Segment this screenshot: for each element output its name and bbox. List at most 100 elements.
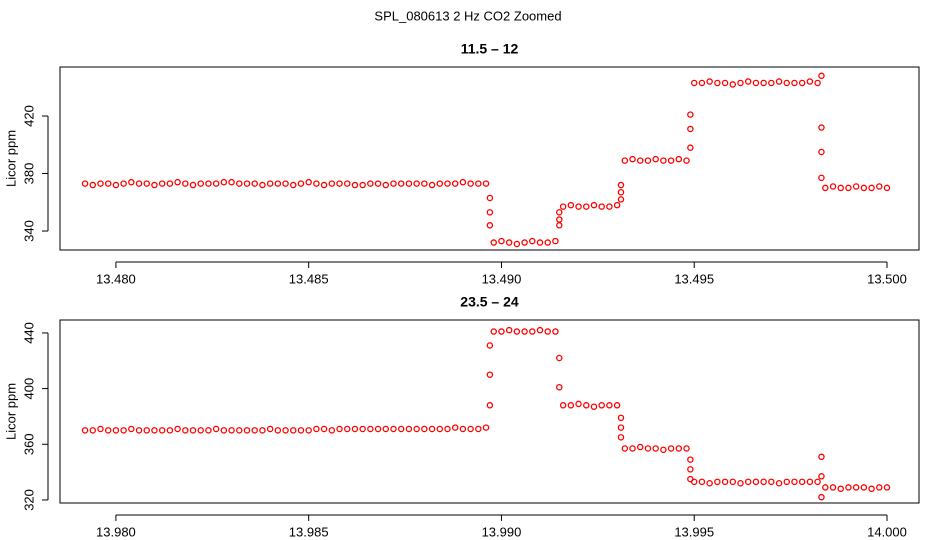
- data-point: [482, 424, 490, 431]
- data-point: [428, 425, 436, 433]
- data-point: [112, 181, 120, 189]
- data-point: [744, 478, 752, 486]
- data-point: [81, 427, 89, 434]
- data-point: [397, 425, 405, 433]
- x-tick-label: 13.485: [289, 271, 329, 286]
- x-tick-label: 13.980: [96, 524, 136, 539]
- plot-frame: [59, 319, 920, 504]
- data-point: [390, 180, 397, 187]
- x-tick-label: 13.495: [674, 271, 714, 286]
- data-point: [189, 427, 197, 434]
- data-point: [698, 79, 706, 87]
- data-point: [629, 445, 636, 452]
- data-point: [486, 371, 494, 378]
- data-point: [617, 181, 625, 189]
- data-point: [556, 354, 563, 362]
- data-point: [475, 425, 482, 433]
- data-point: [752, 79, 760, 87]
- data-point: [166, 180, 174, 187]
- data-point: [729, 478, 737, 486]
- data-point: [282, 180, 289, 187]
- data-point: [783, 478, 791, 486]
- data-point: [259, 181, 266, 189]
- data-point: [290, 427, 297, 434]
- data-point: [818, 72, 825, 80]
- data-point: [606, 203, 613, 210]
- data-point: [205, 180, 212, 187]
- data-point: [486, 402, 494, 409]
- data-point: [467, 180, 474, 187]
- data-point: [683, 445, 690, 452]
- data-point: [297, 427, 305, 434]
- data-point: [721, 79, 729, 87]
- data-point: [205, 427, 212, 434]
- data-point: [687, 456, 694, 463]
- data-point: [675, 155, 683, 163]
- data-point: [559, 203, 567, 210]
- data-point: [212, 425, 220, 433]
- data-point: [282, 427, 289, 434]
- data-point: [552, 237, 559, 245]
- data-point: [883, 184, 891, 192]
- data-point: [636, 443, 644, 451]
- data-point: [617, 188, 625, 196]
- data-point: [798, 478, 806, 486]
- data-point: [617, 414, 625, 422]
- data-point: [687, 466, 694, 473]
- data-point: [617, 196, 625, 203]
- data-point: [806, 78, 814, 85]
- y-tick-label: 320: [21, 489, 36, 511]
- data-point: [290, 181, 297, 189]
- data-point: [737, 479, 744, 487]
- data-point: [343, 180, 351, 187]
- data-point: [112, 427, 120, 434]
- data-point: [228, 427, 235, 434]
- y-tick-label: 360: [21, 433, 36, 455]
- data-point: [814, 478, 821, 486]
- data-point: [413, 425, 420, 433]
- data-point: [529, 328, 536, 335]
- data-point: [667, 157, 675, 164]
- data-point: [583, 402, 590, 409]
- data-point: [876, 183, 883, 190]
- data-point: [482, 180, 490, 187]
- data-point: [305, 427, 312, 434]
- data-point: [521, 328, 528, 335]
- data-point: [822, 184, 829, 192]
- x-tick-label: 14.000: [867, 524, 907, 539]
- data-point: [556, 209, 563, 216]
- data-point: [636, 157, 644, 164]
- data-point: [143, 180, 150, 187]
- data-point: [729, 81, 737, 88]
- data-point: [818, 148, 825, 156]
- data-point: [197, 427, 204, 434]
- data-point: [760, 478, 767, 486]
- data-point: [274, 427, 282, 434]
- data-point: [413, 180, 420, 187]
- data-point: [351, 425, 359, 433]
- y-tick-label: 420: [21, 105, 36, 127]
- data-point: [436, 425, 444, 433]
- data-point: [305, 178, 312, 186]
- data-point: [583, 203, 590, 210]
- data-point: [397, 180, 405, 187]
- data-point: [359, 425, 366, 433]
- data-point: [343, 425, 351, 433]
- data-point: [536, 326, 544, 334]
- data-point: [818, 493, 825, 501]
- data-point: [667, 445, 675, 452]
- data-point: [313, 425, 320, 433]
- data-point: [621, 157, 629, 164]
- data-point: [459, 178, 467, 186]
- data-point: [660, 446, 667, 454]
- data-point: [536, 239, 544, 246]
- data-point: [236, 180, 243, 187]
- data-point: [367, 425, 374, 433]
- data-point: [852, 183, 860, 190]
- data-point: [382, 181, 390, 189]
- data-point: [714, 478, 721, 486]
- data-point: [652, 155, 659, 163]
- data-point: [135, 427, 143, 434]
- data-point: [182, 180, 189, 187]
- data-point: [613, 201, 621, 209]
